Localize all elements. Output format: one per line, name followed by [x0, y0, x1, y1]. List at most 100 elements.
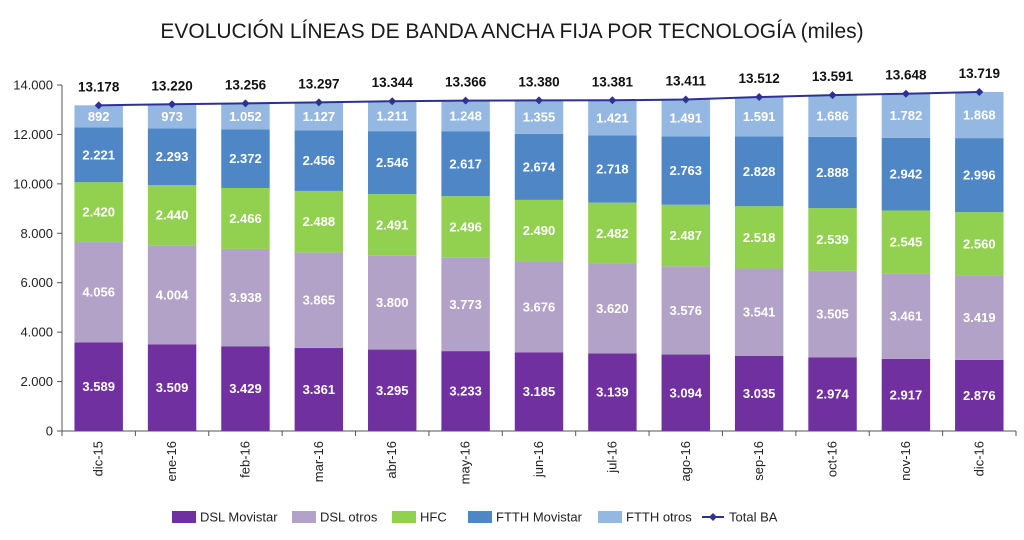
segment-label: 3.938 [229, 290, 262, 305]
segment-label: 3.541 [743, 305, 776, 320]
segment-label: 2.490 [523, 223, 556, 238]
segment-label: 1.591 [743, 109, 776, 124]
bar-segment [74, 127, 123, 183]
bar-segment [147, 185, 197, 246]
total-marker [461, 96, 470, 105]
total-marker [828, 91, 837, 100]
total-marker [314, 98, 323, 107]
total-marker [901, 89, 910, 98]
total-label: 13.220 [151, 78, 192, 93]
total-label: 13.256 [225, 77, 267, 92]
segment-label: 892 [88, 109, 110, 124]
total-label: 13.297 [298, 76, 339, 91]
legend-swatch [292, 511, 316, 523]
segment-label: 3.361 [303, 382, 336, 397]
y-tick-label: 14.000 [13, 78, 53, 93]
legend-label: Total BA [729, 510, 778, 525]
y-tick-label: 2.000 [20, 374, 53, 389]
legend-marker [709, 513, 717, 521]
bar-segment [734, 136, 784, 207]
bar-segment [147, 104, 197, 129]
bar-segment [955, 138, 1004, 213]
total-label: 13.591 [812, 69, 854, 84]
segment-label: 1.868 [963, 108, 996, 123]
segment-label: 2.974 [816, 387, 849, 402]
total-marker [241, 99, 250, 108]
segment-label: 3.773 [449, 297, 482, 312]
total-marker [755, 93, 764, 102]
segment-label: 2.518 [743, 230, 776, 245]
x-tick-label: may-16 [458, 441, 473, 484]
bar-segment [74, 242, 123, 343]
segment-label: 2.466 [229, 211, 262, 226]
total-marker [608, 96, 617, 105]
segment-label: 1.355 [523, 110, 556, 125]
legend-swatch [598, 511, 622, 523]
bar-segment [808, 270, 857, 358]
segment-label: 2.876 [963, 388, 996, 403]
segment-label: 1.421 [596, 110, 629, 125]
segment-label: 2.488 [303, 214, 336, 229]
bar-segment [881, 137, 931, 211]
bar-segment [368, 349, 417, 431]
bar-segment [221, 103, 270, 130]
segment-label: 2.996 [963, 168, 996, 183]
x-tick-label: ene-16 [164, 441, 179, 481]
y-tick-label: 4.000 [20, 325, 53, 340]
legend: DSL Movistar DSL otros HFC FTTH Movistar FTT… [172, 510, 778, 525]
x-tick-label: oct-16 [825, 441, 840, 477]
segment-label: 3.505 [816, 307, 849, 322]
segment-label: 2.487 [669, 228, 702, 243]
bar-segment [881, 358, 931, 431]
bar-segment [881, 210, 931, 274]
total-label: 13.648 [885, 68, 927, 83]
y-tick-label: 10.000 [13, 176, 53, 191]
segment-label: 2.917 [890, 387, 923, 402]
x-tick-label: ago-16 [678, 441, 693, 481]
x-tick-label: mar-16 [311, 441, 326, 482]
bar-segment [661, 354, 710, 431]
bar-segment [368, 131, 417, 195]
segment-label: 2.456 [303, 153, 336, 168]
segment-label: 2.482 [596, 226, 629, 241]
bar-segment [74, 105, 123, 128]
segment-label: 3.233 [449, 384, 482, 399]
x-tick-label: jul-16 [604, 441, 619, 474]
total-label: 13.512 [739, 71, 780, 86]
legend-swatch [172, 511, 196, 523]
bar-segment [294, 130, 344, 191]
bar-segment [294, 347, 344, 431]
segment-label: 2.617 [449, 156, 482, 171]
segment-label: 1.782 [890, 108, 923, 123]
segment-label: 3.576 [669, 303, 702, 318]
x-tick-label: jun-16 [531, 441, 546, 478]
total-label: 13.381 [592, 74, 634, 89]
bar-segment [955, 212, 1004, 276]
y-tick-label: 12.000 [13, 127, 53, 142]
bar-segment [661, 204, 710, 267]
segment-label: 2.221 [82, 147, 115, 162]
segment-label: 1.127 [303, 109, 336, 124]
bar-segment [74, 182, 123, 243]
total-label: 13.366 [445, 75, 487, 90]
legend-label: FTTH Movistar [496, 510, 583, 525]
bar-segment [368, 255, 417, 350]
segment-label: 4.056 [82, 285, 115, 300]
total-marker [535, 96, 543, 105]
segment-label: 2.888 [816, 165, 849, 180]
bar-segment [514, 261, 564, 353]
bar-segment [881, 93, 931, 138]
bar-segment [294, 252, 344, 348]
bar-segment [808, 357, 857, 431]
segment-label: 3.461 [890, 309, 923, 324]
bar-segment [661, 266, 710, 355]
segment-label: 3.676 [523, 299, 556, 314]
segment-label: 2.440 [156, 208, 189, 223]
y-tick-label: 8.000 [20, 226, 53, 241]
segment-label: 2.718 [596, 162, 629, 177]
y-tick-label: 0 [46, 424, 53, 439]
bar-segment [514, 352, 564, 431]
segment-label: 2.491 [376, 217, 409, 232]
bar-segment [588, 202, 637, 264]
